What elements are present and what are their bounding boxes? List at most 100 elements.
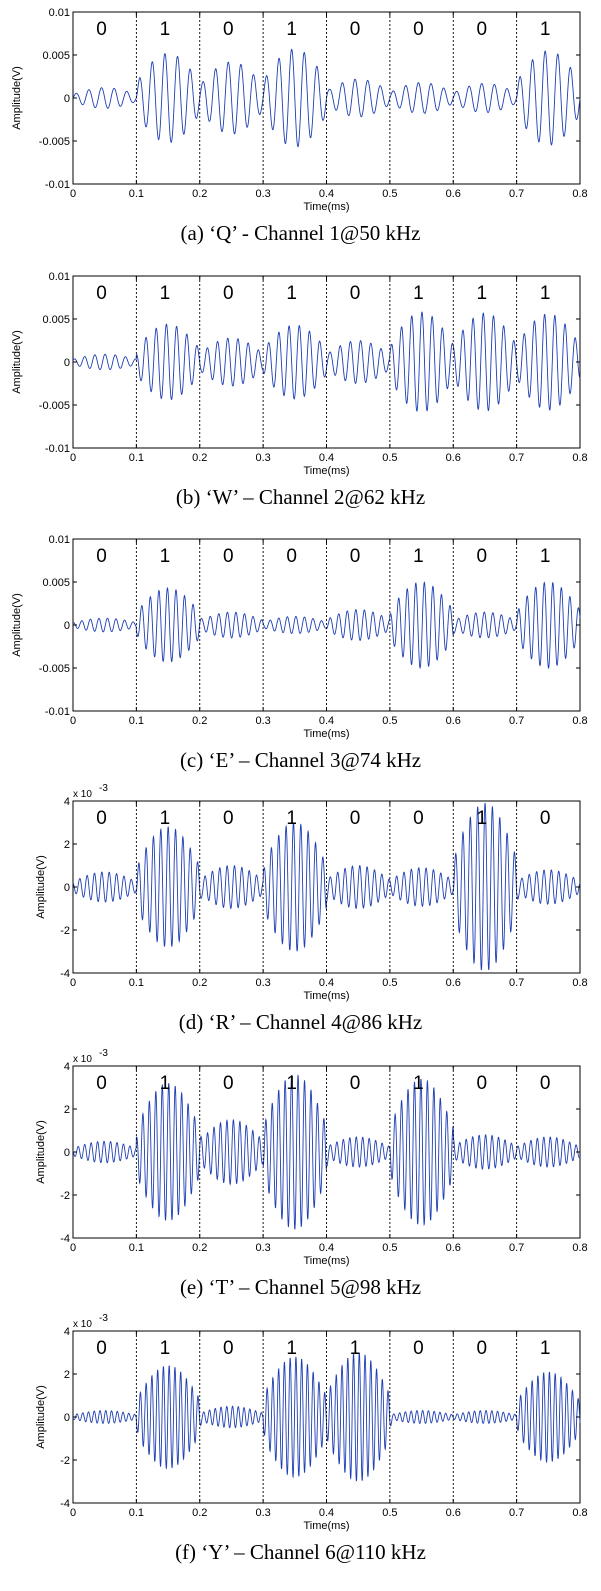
x-tick-label: 0.3 xyxy=(255,1507,270,1519)
y-exponent-power: -3 xyxy=(99,783,108,794)
x-tick-label: 0.5 xyxy=(382,977,397,989)
bit-label: 0 xyxy=(476,19,487,40)
y-tick-label: -0.005 xyxy=(39,663,70,675)
bit-label: 0 xyxy=(350,283,361,304)
bit-label: 1 xyxy=(286,1338,297,1359)
y-tick-label: 4 xyxy=(64,1326,70,1338)
x-axis-label: Time(ms) xyxy=(303,990,349,1002)
x-tick-label: 0 xyxy=(70,977,76,989)
y-tick-label: 0 xyxy=(64,1412,70,1424)
x-tick-label: 0.1 xyxy=(129,452,144,464)
x-tick-label: 0.7 xyxy=(509,1507,524,1519)
bit-label: 1 xyxy=(286,1073,297,1094)
x-tick-label: 0.8 xyxy=(572,977,587,989)
chart-panel: 0 0.1 0.2 0.3 0.4 0.5 0.6 0.7 0.8 4 2 0 -2 -4 x 10 -3 Ti… xyxy=(0,1048,601,1324)
x-axis-label: Time(ms) xyxy=(303,728,349,740)
bit-label: 1 xyxy=(160,546,171,567)
x-tick-label: 0.7 xyxy=(509,977,524,989)
bit-label: 1 xyxy=(286,283,297,304)
bit-label: 0 xyxy=(350,19,361,40)
bit-label: 0 xyxy=(476,1338,487,1359)
x-tick-label: 0.5 xyxy=(382,452,397,464)
x-tick-label: 0.5 xyxy=(382,715,397,727)
bit-label: 0 xyxy=(476,1073,487,1094)
bit-label: 0 xyxy=(223,283,234,304)
chart-svg: 0 0.1 0.2 0.3 0.4 0.5 0.6 0.7 0.8 0.01 0.005 0 -0.00… xyxy=(11,7,588,213)
x-tick-label: 0 xyxy=(70,452,76,464)
x-tick-label: 0.4 xyxy=(319,1242,334,1254)
y-tick-label: 0.01 xyxy=(49,271,70,283)
bit-label: 1 xyxy=(540,1338,551,1359)
y-tick-label: 0 xyxy=(64,882,70,894)
x-tick-label: 0.2 xyxy=(192,1242,207,1254)
bit-label: 0 xyxy=(286,546,297,567)
y-tick-label: 0 xyxy=(64,1147,70,1159)
chart-svg: 0 0.1 0.2 0.3 0.4 0.5 0.6 0.7 0.8 0.01 0.005 0 -0.00… xyxy=(11,534,588,740)
x-tick-label: 0.4 xyxy=(319,977,334,989)
bit-label: 0 xyxy=(540,808,551,829)
x-axis-label: Time(ms) xyxy=(303,1255,349,1267)
y-tick-label: 0.005 xyxy=(42,50,70,62)
y-tick-label: 2 xyxy=(64,1369,70,1381)
y-tick-label: 0 xyxy=(64,93,70,105)
signal-series-line xyxy=(72,311,581,412)
x-tick-label: 0.8 xyxy=(572,1507,587,1519)
y-tick-label: -2 xyxy=(60,1190,70,1202)
figure-caption: (b) ‘W’ – Channel 2@62 kHz xyxy=(175,485,426,509)
x-tick-label: 0.6 xyxy=(446,1242,461,1254)
x-tick-label: 0.7 xyxy=(509,452,524,464)
figure-caption: (c) ‘E’ – Channel 3@74 kHz xyxy=(179,748,422,772)
x-tick-label: 0.2 xyxy=(192,977,207,989)
y-tick-label: -2 xyxy=(60,1455,70,1467)
x-tick-label: 0.8 xyxy=(572,715,587,727)
bit-label: 0 xyxy=(96,1338,107,1359)
x-tick-label: 0 xyxy=(70,1507,76,1519)
x-tick-label: 0.3 xyxy=(255,188,270,200)
y-tick-label: -2 xyxy=(60,925,70,937)
x-tick-label: 0.3 xyxy=(255,977,270,989)
chart-svg: 0 0.1 0.2 0.3 0.4 0.5 0.6 0.7 0.8 4 2 0 -2 -4 x 10 -3 Ti… xyxy=(35,1313,588,1532)
x-tick-label: 0.8 xyxy=(572,1242,587,1254)
x-tick-label: 0.3 xyxy=(255,1242,270,1254)
y-exponent-label: x 10 xyxy=(73,1054,92,1065)
y-tick-label: 4 xyxy=(64,1061,70,1073)
bit-label: 0 xyxy=(96,283,107,304)
bit-label: 0 xyxy=(223,1073,234,1094)
bit-label: 1 xyxy=(286,808,297,829)
x-tick-label: 0.1 xyxy=(129,977,144,989)
bit-label: 0 xyxy=(223,808,234,829)
bit-label: 0 xyxy=(540,1073,551,1094)
x-tick-label: 0.1 xyxy=(129,1242,144,1254)
x-tick-label: 0.6 xyxy=(446,977,461,989)
x-tick-label: 0.6 xyxy=(446,1507,461,1519)
y-tick-label: -4 xyxy=(60,968,70,980)
bit-label: 1 xyxy=(413,546,424,567)
x-tick-label: 0.7 xyxy=(509,1242,524,1254)
bit-label: 1 xyxy=(160,808,171,829)
bit-label: 0 xyxy=(413,808,424,829)
x-tick-label: 0.6 xyxy=(446,715,461,727)
x-axis-label: Time(ms) xyxy=(303,465,349,477)
bit-label: 0 xyxy=(223,19,234,40)
bit-label: 0 xyxy=(413,1338,424,1359)
y-axis-label: Amplitude(V) xyxy=(35,1120,47,1184)
x-tick-label: 0 xyxy=(70,188,76,200)
bit-label: 1 xyxy=(160,19,171,40)
x-axis-label: Time(ms) xyxy=(303,201,349,213)
x-tick-label: 0.5 xyxy=(382,188,397,200)
y-tick-label: 0.005 xyxy=(42,314,70,326)
figure-caption: (d) ‘R’ – Channel 4@86 kHz xyxy=(178,1010,423,1034)
bit-label: 0 xyxy=(350,546,361,567)
y-tick-label: -4 xyxy=(60,1498,70,1510)
x-tick-label: 0.8 xyxy=(572,188,587,200)
x-tick-label: 0.1 xyxy=(129,1507,144,1519)
chart-panel: 0 0.1 0.2 0.3 0.4 0.5 0.6 0.7 0.8 4 2 0 -2 -4 x 10 -3 Ti… xyxy=(0,783,601,1059)
y-tick-label: 2 xyxy=(64,1104,70,1116)
x-tick-label: 0.2 xyxy=(192,715,207,727)
x-tick-label: 0 xyxy=(70,715,76,727)
x-tick-label: 0.5 xyxy=(382,1242,397,1254)
bit-label: 0 xyxy=(96,808,107,829)
bit-label: 1 xyxy=(476,283,487,304)
bit-label: 0 xyxy=(476,546,487,567)
